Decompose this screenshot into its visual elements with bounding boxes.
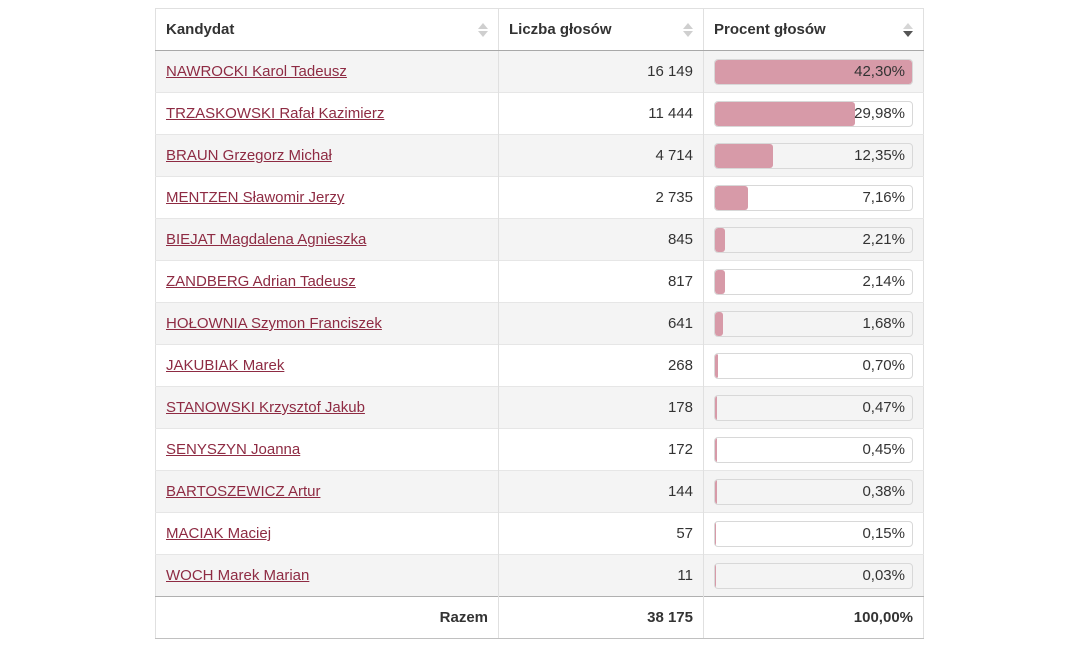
percent-bar: 7,16% <box>714 184 913 211</box>
votes-cell: 57 <box>498 512 704 555</box>
percent-label: 42,30% <box>854 62 905 80</box>
votes-cell: 11 444 <box>498 92 704 135</box>
table-row: NAWROCKI Karol Tadeusz 16 149 42,30% <box>155 50 924 93</box>
candidate-link[interactable]: WOCH Marek Marian <box>166 567 310 584</box>
percent-label: 2,14% <box>862 272 905 290</box>
table-row: BRAUN Grzegorz Michał 4 714 12,35% <box>155 134 924 177</box>
table-row: STANOWSKI Krzysztof Jakub 178 0,47% <box>155 386 924 429</box>
column-header-procent-glosow[interactable]: Procent głosów <box>703 8 924 51</box>
percent-label: 1,68% <box>862 314 905 332</box>
percent-bar-fill <box>715 353 719 378</box>
table-row: WOCH Marek Marian 11 0,03% <box>155 554 924 597</box>
percent-bar-fill <box>715 59 912 84</box>
column-header-kandydat[interactable]: Kandydat <box>155 8 499 51</box>
percent-bar: 0,38% <box>714 478 913 505</box>
candidate-link[interactable]: SENYSZYN Joanna <box>166 441 301 458</box>
percent-label: 2,21% <box>862 230 905 248</box>
percent-bar-fill <box>715 185 749 210</box>
votes-cell: 845 <box>498 218 704 261</box>
column-header-label: Procent głosów <box>714 21 826 38</box>
votes-cell: 144 <box>498 470 704 513</box>
percent-bar-fill <box>715 437 718 462</box>
candidate-link[interactable]: STANOWSKI Krzysztof Jakub <box>166 399 365 416</box>
votes-cell: 4 714 <box>498 134 704 177</box>
total-label: Razem <box>155 596 499 639</box>
candidate-link[interactable]: TRZASKOWSKI Rafał Kazimierz <box>166 105 385 122</box>
percent-bar-fill <box>715 395 718 420</box>
table-row: BIEJAT Magdalena Agnieszka 845 2,21% <box>155 218 924 261</box>
candidate-link[interactable]: BIEJAT Magdalena Agnieszka <box>166 231 367 248</box>
votes-cell: 172 <box>498 428 704 471</box>
percent-bar-fill <box>715 101 855 126</box>
percent-bar-fill <box>715 269 725 294</box>
percent-bar-fill <box>715 227 726 252</box>
candidate-link[interactable]: MACIAK Maciej <box>166 525 272 542</box>
percent-bar: 2,14% <box>714 268 913 295</box>
table-row: MACIAK Maciej 57 0,15% <box>155 512 924 555</box>
percent-label: 0,70% <box>862 356 905 374</box>
total-votes: 38 175 <box>498 596 704 639</box>
sort-desc-icon <box>903 22 913 37</box>
percent-bar: 0,15% <box>714 520 913 547</box>
column-header-label: Kandydat <box>166 21 235 38</box>
percent-bar: 29,98% <box>714 100 913 127</box>
percent-label: 29,98% <box>854 104 905 122</box>
candidate-link[interactable]: HOŁOWNIA Szymon Franciszek <box>166 315 382 332</box>
percent-bar-fill <box>715 521 716 546</box>
percent-bar: 0,70% <box>714 352 913 379</box>
results-table-container: Kandydat Liczba głosów Procent głosów <box>155 8 924 639</box>
votes-cell: 178 <box>498 386 704 429</box>
candidate-link[interactable]: NAWROCKI Karol Tadeusz <box>166 63 347 80</box>
candidate-link[interactable]: ZANDBERG Adrian Tadeusz <box>166 273 356 290</box>
table-row: HOŁOWNIA Szymon Franciszek 641 1,68% <box>155 302 924 345</box>
percent-bar: 12,35% <box>714 142 913 169</box>
percent-label: 0,15% <box>862 524 905 542</box>
table-row: TRZASKOWSKI Rafał Kazimierz 11 444 29,98… <box>155 92 924 135</box>
votes-cell: 11 <box>498 554 704 597</box>
header-row: Kandydat Liczba głosów Procent głosów <box>155 8 924 51</box>
total-percent: 100,00% <box>703 596 924 639</box>
percent-label: 12,35% <box>854 146 905 164</box>
sort-icon <box>683 22 693 37</box>
percent-bar: 42,30% <box>714 58 913 85</box>
candidate-link[interactable]: JAKUBIAK Marek <box>166 357 285 374</box>
votes-cell: 641 <box>498 302 704 345</box>
votes-cell: 2 735 <box>498 176 704 219</box>
percent-label: 0,45% <box>862 440 905 458</box>
percent-bar: 0,47% <box>714 394 913 421</box>
percent-bar: 2,21% <box>714 226 913 253</box>
votes-cell: 817 <box>498 260 704 303</box>
percent-label: 0,38% <box>862 482 905 500</box>
percent-bar: 0,03% <box>714 562 913 589</box>
percent-label: 0,03% <box>862 566 905 584</box>
table-row: JAKUBIAK Marek 268 0,70% <box>155 344 924 387</box>
column-header-liczba-glosow[interactable]: Liczba głosów <box>498 8 704 51</box>
table-row: ZANDBERG Adrian Tadeusz 817 2,14% <box>155 260 924 303</box>
candidate-link[interactable]: BARTOSZEWICZ Artur <box>166 483 321 500</box>
table-row: MENTZEN Sławomir Jerzy 2 735 7,16% <box>155 176 924 219</box>
column-header-label: Liczba głosów <box>509 21 612 38</box>
candidate-link[interactable]: MENTZEN Sławomir Jerzy <box>166 189 345 206</box>
percent-label: 7,16% <box>862 188 905 206</box>
percent-bar-fill <box>715 143 773 168</box>
total-row: Razem 38 175 100,00% <box>155 596 924 639</box>
percent-label: 0,47% <box>862 398 905 416</box>
percent-bar: 1,68% <box>714 310 913 337</box>
percent-bar: 0,45% <box>714 436 913 463</box>
percent-bar-fill <box>715 311 723 336</box>
candidate-link[interactable]: BRAUN Grzegorz Michał <box>166 147 332 164</box>
sort-icon <box>478 22 488 37</box>
percent-bar-fill <box>715 479 717 504</box>
table-row: SENYSZYN Joanna 172 0,45% <box>155 428 924 471</box>
table-row: BARTOSZEWICZ Artur 144 0,38% <box>155 470 924 513</box>
results-table: Kandydat Liczba głosów Procent głosów <box>155 8 924 639</box>
votes-cell: 268 <box>498 344 704 387</box>
votes-cell: 16 149 <box>498 50 704 93</box>
